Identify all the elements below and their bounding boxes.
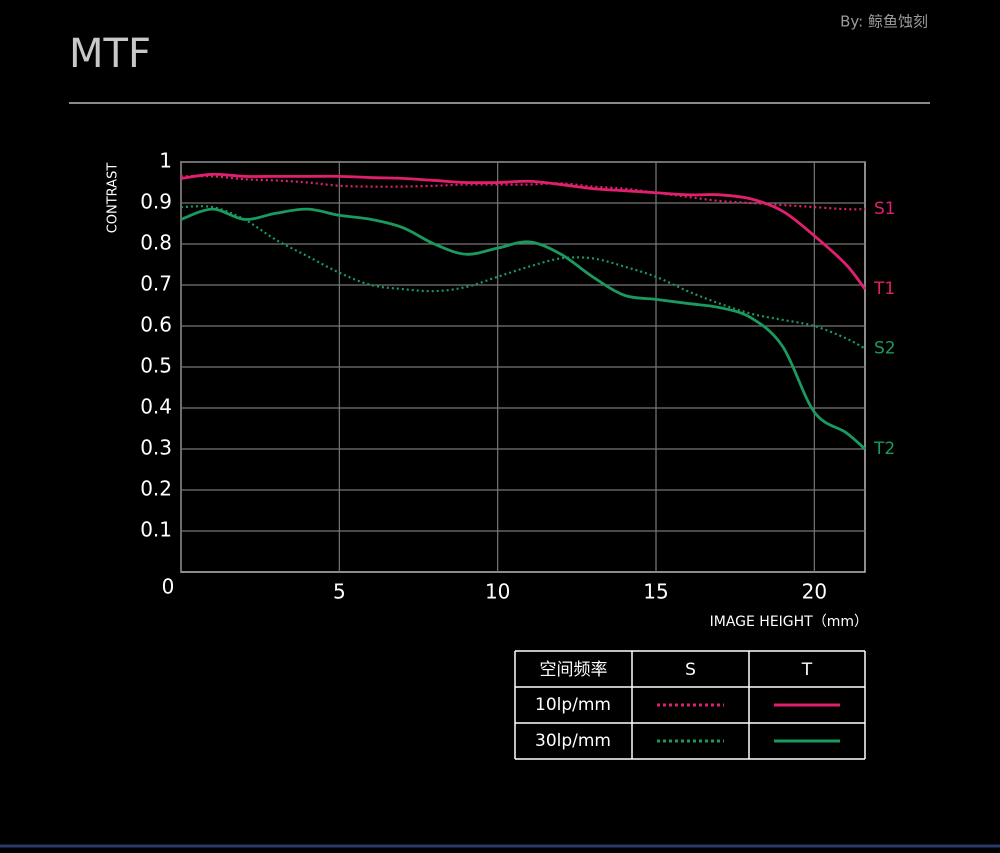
y-tick-label: 0.4 [140, 395, 172, 419]
y-tick-label: 0.3 [140, 436, 172, 460]
series-label: S1 [874, 199, 896, 219]
x-tick-label: 15 [643, 580, 668, 604]
x-tick-label: 10 [485, 580, 510, 604]
y-tick-label: 0.6 [140, 313, 172, 337]
y-tick-label: 1 [159, 149, 172, 173]
x-tick-label: 20 [802, 580, 827, 604]
x-tick-label: 0 [162, 575, 175, 599]
series-line [180, 172, 867, 290]
y-tick-label: 0.8 [140, 231, 172, 255]
table-row-label: 30lp/mm [535, 731, 611, 751]
table-header: S [685, 660, 696, 680]
x-axis-label: IMAGE HEIGHT（mm） [710, 614, 868, 630]
y-tick-label: 0.7 [140, 272, 172, 296]
series-label: T1 [873, 279, 895, 299]
series-line [180, 175, 866, 211]
y-tick-label: 0.9 [140, 190, 172, 214]
table-header: 空间频率 [540, 660, 608, 680]
series-label: S2 [874, 339, 896, 359]
series-label: T2 [873, 439, 895, 459]
table-row-label: 10lp/mm [535, 695, 611, 715]
y-axis-label: CONTRAST [106, 163, 121, 234]
y-tick-label: 0.2 [140, 477, 172, 501]
y-tick-label: 0.5 [140, 354, 172, 378]
y-tick-label: 0.1 [140, 518, 172, 542]
series-line [180, 207, 866, 451]
series-line [180, 205, 866, 350]
chart-title: MTF [69, 31, 151, 77]
table-header: T [801, 660, 813, 680]
credit: By: 鲸鱼蚀刻 [840, 13, 928, 31]
x-tick-label: 5 [333, 580, 346, 604]
